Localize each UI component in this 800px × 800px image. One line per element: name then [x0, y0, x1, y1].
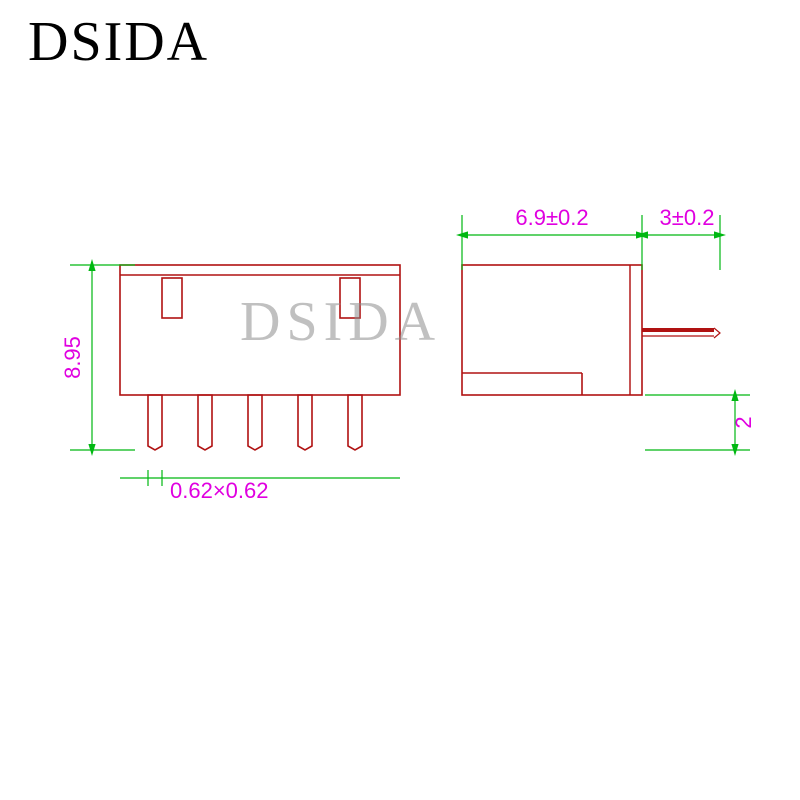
dim-pin-note: 0.62×0.62: [170, 478, 268, 503]
dim-body-width: 6.9±0.2: [515, 205, 588, 230]
side-view: 6.9±0.2 3±0.2 2: [462, 205, 756, 450]
front-view: 8.95 0.62×0.62: [60, 265, 400, 503]
technical-drawing: 8.95 0.62×0.62 6.9±0.2 3±0.2 2: [0, 0, 800, 800]
brand-text: DSIDA: [28, 10, 209, 74]
dim-pin-length: 3±0.2: [660, 205, 715, 230]
dim-right-gap: 2: [731, 416, 756, 428]
dim-height-left: 8.95: [60, 336, 85, 379]
